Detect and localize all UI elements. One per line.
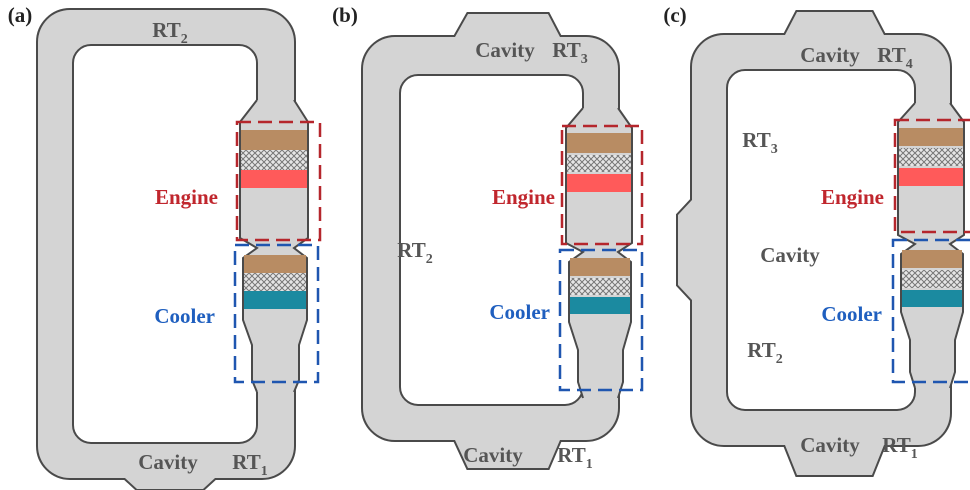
region-label: RT1	[557, 443, 592, 472]
region-label: Cavity	[138, 450, 198, 474]
label-main: Cavity	[800, 433, 860, 457]
region-label: Cavity	[463, 443, 523, 467]
label-subscript: 1	[261, 464, 268, 479]
loop-inner	[400, 75, 583, 405]
stack-layer	[570, 278, 630, 295]
stack-layer	[902, 250, 962, 268]
stack-layer	[899, 148, 963, 166]
stack-layer	[244, 273, 306, 291]
loop-inner	[73, 45, 257, 443]
stack-layer	[570, 297, 630, 314]
region-label: Cavity	[475, 38, 535, 62]
stack-layer	[567, 155, 631, 172]
label-main: RT	[747, 338, 775, 362]
label-main: RT	[742, 128, 770, 152]
cooler-label: Cooler	[489, 300, 550, 324]
engine-label: Engine	[155, 185, 218, 209]
stack-layer	[902, 270, 962, 288]
engine-label: Engine	[821, 185, 884, 209]
label-subscript: 3	[771, 142, 778, 157]
label-main: RT	[397, 238, 425, 262]
label-main: Cavity	[760, 243, 820, 267]
label-main: RT	[882, 433, 910, 457]
label-subscript: 2	[776, 352, 783, 367]
cooler-label: Cooler	[154, 304, 215, 328]
label-main: RT	[152, 18, 180, 42]
label-main: Cavity	[475, 38, 535, 62]
label-main: RT	[552, 38, 580, 62]
region-label: Cavity	[800, 433, 860, 457]
label-main: Cavity	[463, 443, 523, 467]
panel-label: (c)	[663, 3, 686, 27]
label-subscript: 2	[181, 32, 188, 47]
label-main: Cavity	[800, 43, 860, 67]
stack-layer	[899, 128, 963, 146]
region-label: Cavity	[800, 43, 860, 67]
label-subscript: 3	[581, 52, 588, 67]
label-subscript: 2	[426, 252, 433, 267]
stack-layer	[570, 258, 630, 276]
region-label: Cavity	[760, 243, 820, 267]
label-subscript: 1	[586, 457, 593, 472]
label-subscript: 4	[906, 57, 913, 72]
stack-layer	[244, 291, 306, 309]
stack-layer	[567, 133, 631, 153]
label-main: RT	[557, 443, 585, 467]
stack-layer	[241, 170, 307, 188]
stack-layer	[567, 174, 631, 192]
panel-label: (a)	[8, 3, 33, 27]
panel-label: (b)	[332, 3, 358, 27]
stack-layer	[241, 150, 307, 170]
stack-layer	[902, 290, 962, 307]
stack-layer	[899, 168, 963, 186]
stack-layer	[241, 130, 307, 150]
stack-layer	[244, 255, 306, 273]
label-subscript: 1	[911, 447, 918, 462]
diagram: (a)EngineCoolerRT2CavityRT1(b)EngineCool…	[0, 0, 970, 490]
cooler-label: Cooler	[821, 302, 882, 326]
label-main: Cavity	[138, 450, 198, 474]
engine-label: Engine	[492, 185, 555, 209]
label-main: RT	[232, 450, 260, 474]
label-main: RT	[877, 43, 905, 67]
